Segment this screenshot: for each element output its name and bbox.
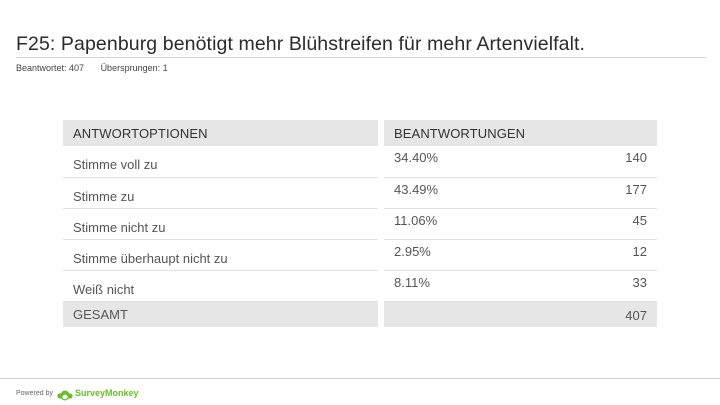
- response-percent: 43.49%: [394, 181, 439, 197]
- response-cell: 34.40% 140: [384, 146, 657, 178]
- response-cell: 43.49% 177: [384, 177, 657, 209]
- response-cell: 8.11% 33: [384, 270, 657, 302]
- answered-count: Beantwortet: 407: [16, 63, 85, 73]
- title-divider: [16, 57, 706, 58]
- response-count: 45: [632, 212, 647, 228]
- response-count: 33: [632, 274, 647, 290]
- total-row: GESAMT 407: [63, 301, 657, 327]
- response-cell: 2.95% 12: [384, 239, 657, 271]
- table-row: Stimme voll zu 34.40% 140: [63, 146, 657, 178]
- header-responses: BEANTWORTUNGEN: [384, 120, 657, 146]
- footer-divider: [0, 378, 720, 379]
- surveymonkey-brand: SurveyMonkey: [74, 388, 139, 398]
- table-row: Stimme überhaupt nicht zu 2.95% 12: [63, 239, 657, 271]
- response-percent: 34.40%: [394, 150, 439, 165]
- response-stats: Beantwortet: 407 Übersprungen: 1: [16, 63, 168, 73]
- table-row: Stimme nicht zu 11.06% 45: [63, 208, 657, 240]
- answer-option: Stimme überhaupt nicht zu: [63, 239, 378, 271]
- response-percent: 8.11%: [394, 274, 430, 290]
- skipped-count: Übersprungen: 1: [100, 63, 168, 73]
- total-count: 407: [625, 307, 647, 323]
- page-title: F25: Papenburg benötigt mehr Blühstreife…: [16, 33, 586, 55]
- response-percent: 2.95%: [394, 243, 431, 259]
- response-count: 177: [625, 181, 647, 197]
- surveymonkey-logo-icon: [57, 388, 73, 400]
- footer: Powered by SurveyMonkey: [16, 386, 139, 400]
- table-row: Stimme zu 43.49% 177: [63, 177, 657, 209]
- total-label: GESAMT: [63, 301, 378, 327]
- response-percent: 11.06%: [394, 212, 438, 228]
- response-cell: 11.06% 45: [384, 208, 657, 240]
- response-count: 140: [625, 150, 647, 165]
- total-cell: 407: [384, 301, 657, 327]
- answer-option: Stimme nicht zu: [63, 208, 378, 240]
- answer-option: Stimme voll zu: [63, 146, 378, 178]
- results-table: ANTWORTOPTIONEN BEANTWORTUNGEN Stimme vo…: [63, 120, 657, 327]
- powered-by-text: Powered by: [16, 389, 53, 397]
- response-count: 12: [632, 243, 647, 259]
- table-header-row: ANTWORTOPTIONEN BEANTWORTUNGEN: [63, 120, 657, 146]
- answer-option: Weiß nicht: [63, 270, 378, 302]
- answer-option: Stimme zu: [63, 177, 378, 209]
- header-options: ANTWORTOPTIONEN: [63, 120, 378, 146]
- table-row: Weiß nicht 8.11% 33: [63, 270, 657, 302]
